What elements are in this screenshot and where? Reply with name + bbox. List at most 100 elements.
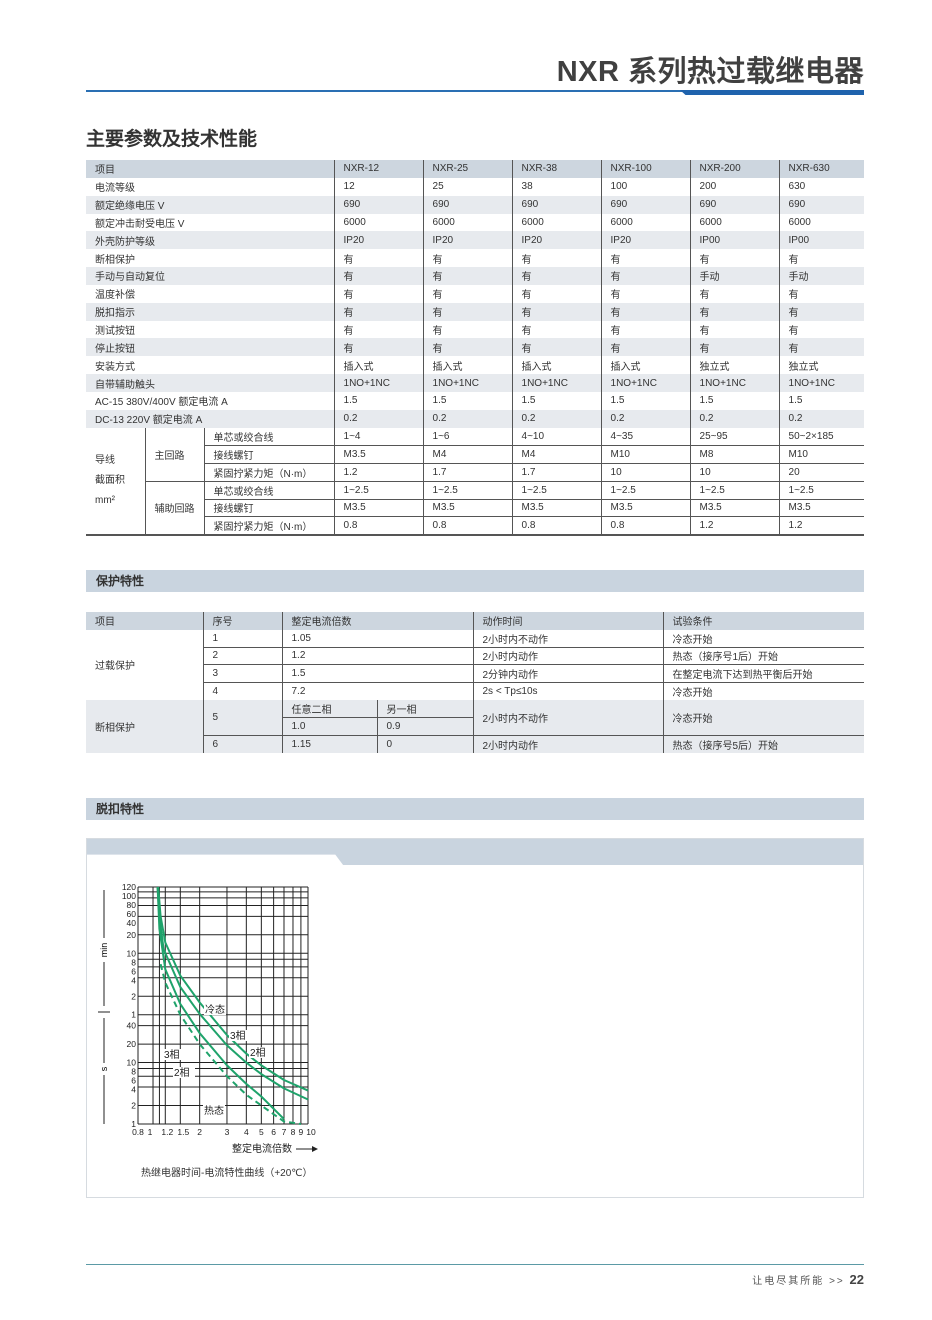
- wire-label-line: 导线: [95, 454, 115, 466]
- y-tick-label: 6: [131, 1076, 136, 1086]
- table-cell: 有: [333, 302, 424, 321]
- y-tick-label: 4: [131, 975, 136, 985]
- table-cell: 1.7: [511, 463, 602, 482]
- label-bg: [163, 1049, 185, 1060]
- table-cell: 1NO+1NC: [511, 374, 602, 392]
- y-tick-label: 2: [131, 1101, 136, 1111]
- table-cell: 有: [511, 338, 602, 357]
- table-cell: 1~2.5: [689, 481, 780, 500]
- table-cell: 有: [689, 302, 780, 321]
- y-tick-label: 100: [122, 891, 136, 901]
- table-cell: 1.5: [689, 391, 780, 410]
- table-cell: 1.5: [778, 391, 865, 410]
- table-cell: 690: [689, 195, 780, 214]
- table-cell: 1NO+1NC: [422, 374, 513, 392]
- section-title-protect: 保护特性: [86, 570, 864, 592]
- table-row: AC-15 380V/400V 额定电流 A 1.5 1.5 1.5 1.5 1.5 1.5: [86, 391, 865, 410]
- column-header: NXR-12: [333, 160, 424, 178]
- table-cell: M3.5: [600, 499, 691, 518]
- y-unit-min: min: [99, 943, 109, 958]
- table-cell: 有: [511, 284, 602, 303]
- row-group-label: 断相保护: [86, 699, 203, 753]
- column-header: 整定电流倍数: [281, 612, 473, 630]
- header-rule: [86, 90, 864, 92]
- table-cell: 有: [600, 338, 691, 357]
- table-cell: 插入式: [600, 356, 691, 375]
- label-bg: [229, 1030, 251, 1041]
- table-cell: 100: [600, 177, 691, 196]
- table-cell: 0.2: [778, 409, 865, 428]
- table-cell: 0.8: [422, 516, 513, 536]
- row-label: 脱扣指示: [86, 302, 335, 321]
- y-tick-label: 20: [127, 1039, 137, 1049]
- x-tick-label: 10: [306, 1127, 316, 1137]
- table-cell: 插入式: [333, 356, 424, 375]
- table-cell: 1NO+1NC: [600, 374, 691, 392]
- row-label: AC-15 380V/400V 额定电流 A: [95, 397, 228, 409]
- label-bg: [203, 1105, 225, 1116]
- table-cell: 690: [600, 195, 691, 214]
- table-cell: 手动: [689, 267, 780, 285]
- y-tick-label: 20: [127, 930, 137, 940]
- table-row: 额定冲击耐受电压 V 6000 6000 6000 6000 6000 6000: [86, 213, 865, 232]
- x-tick-label: 5: [259, 1127, 264, 1137]
- row-label: 额定冲击耐受电压 V: [95, 218, 185, 230]
- table-cell: 1.5: [511, 391, 602, 410]
- wire-label-line: mm²: [95, 494, 115, 506]
- table-cell: 6000: [511, 213, 602, 232]
- curve-solid: [156, 886, 309, 1101]
- curve-solid: [156, 886, 285, 1120]
- chart-panel-header: [87, 839, 863, 865]
- footer-rule: [86, 1264, 864, 1265]
- row-group-label: 过载保护: [95, 661, 135, 673]
- table-cell: 1~2.5: [511, 481, 602, 500]
- table-cell: 1NO+1NC: [689, 374, 780, 392]
- table-cell: 冷态开始: [662, 629, 864, 648]
- table-cell: 3: [202, 664, 282, 683]
- table-cell: M3.5: [778, 499, 865, 518]
- table-cell: 50~2×185: [778, 427, 865, 446]
- table-cell: 有: [511, 320, 602, 339]
- table-cell: 0.8: [600, 516, 691, 536]
- table-row: 紧固拧紧力矩（N·m） 1.2 1.7 1.7 10 10 20: [86, 463, 865, 482]
- table-cell: 独立式: [778, 356, 865, 375]
- table-cell: IP20: [511, 231, 602, 250]
- y-tick-label: 10: [127, 948, 137, 958]
- sub-header: 另一相: [376, 699, 473, 719]
- table-cell: 0.8: [511, 516, 602, 536]
- row-label: 外壳防护等级: [86, 231, 335, 250]
- table-row: 3 1.5 2分钟内动作 在整定电流下达到热平衡后开始: [86, 664, 864, 683]
- table-cell: 有: [511, 302, 602, 321]
- table-cell: 1.2: [333, 463, 424, 482]
- row-label: 额定绝缘电压 V: [86, 195, 335, 214]
- y-tick-label: 8: [131, 1067, 136, 1077]
- row-label: 安装方式: [95, 361, 135, 373]
- table-cell: 有: [600, 320, 691, 339]
- table-cell: 冷态开始: [662, 699, 864, 736]
- annotation-2phase-cold: 2相: [250, 1046, 266, 1059]
- table-cell: 有: [689, 338, 780, 357]
- header-rule-accent: [680, 90, 864, 95]
- table-cell: 冷态开始: [662, 682, 864, 700]
- table-cell: 插入式: [422, 356, 513, 375]
- table-cell: 25: [422, 177, 513, 196]
- table-row: 1.0 0.9: [86, 717, 864, 736]
- table-cell: 有: [333, 267, 424, 285]
- table-cell: 在整定电流下达到热平衡后开始: [662, 664, 864, 683]
- row-label: 单芯或绞合线: [203, 427, 335, 446]
- row-label: 紧固拧紧力矩（N·m）: [203, 463, 335, 482]
- row-label: 手动与自动复位: [86, 267, 335, 285]
- column-header: NXR-100: [600, 160, 691, 178]
- table-cell: 0.2: [422, 409, 513, 428]
- table-cell: 690: [511, 195, 602, 214]
- table-row: 断相保护 5 任意二相 另一相 2小时内不动作 冷态开始: [86, 699, 864, 753]
- x-tick-label: 3: [225, 1127, 230, 1137]
- row-label: 接线螺钉: [203, 445, 335, 464]
- table-header-row: 项目 NXR-12 NXR-25 NXR-38 NXR-100 NXR-200 NXR-63…: [86, 160, 865, 178]
- column-header: 序号: [202, 612, 282, 630]
- table-cell: M4: [422, 445, 513, 464]
- table-cell: M10: [778, 445, 865, 464]
- x-tick-label: 0.8: [132, 1127, 144, 1137]
- table-cell: 有: [422, 267, 513, 285]
